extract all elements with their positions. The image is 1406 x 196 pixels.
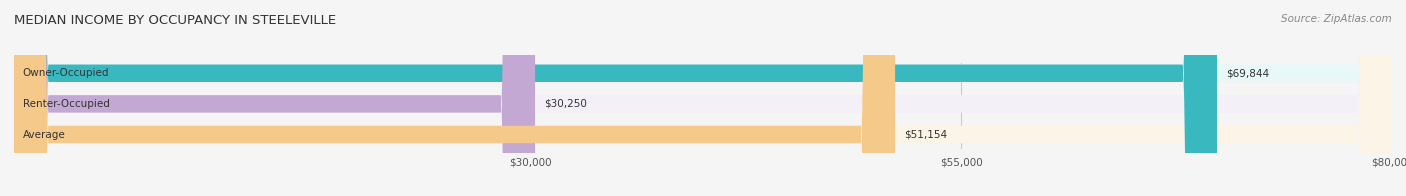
Text: $69,844: $69,844 xyxy=(1226,68,1268,78)
FancyBboxPatch shape xyxy=(14,0,1392,196)
FancyBboxPatch shape xyxy=(14,0,896,196)
Text: Source: ZipAtlas.com: Source: ZipAtlas.com xyxy=(1281,14,1392,24)
Text: $51,154: $51,154 xyxy=(904,130,946,140)
Text: Average: Average xyxy=(22,130,66,140)
FancyBboxPatch shape xyxy=(14,0,1218,196)
Text: $30,250: $30,250 xyxy=(544,99,586,109)
FancyBboxPatch shape xyxy=(14,0,1392,196)
Text: MEDIAN INCOME BY OCCUPANCY IN STEELEVILLE: MEDIAN INCOME BY OCCUPANCY IN STEELEVILL… xyxy=(14,14,336,27)
Text: Renter-Occupied: Renter-Occupied xyxy=(22,99,110,109)
Text: Owner-Occupied: Owner-Occupied xyxy=(22,68,110,78)
FancyBboxPatch shape xyxy=(14,0,536,196)
FancyBboxPatch shape xyxy=(14,0,1392,196)
